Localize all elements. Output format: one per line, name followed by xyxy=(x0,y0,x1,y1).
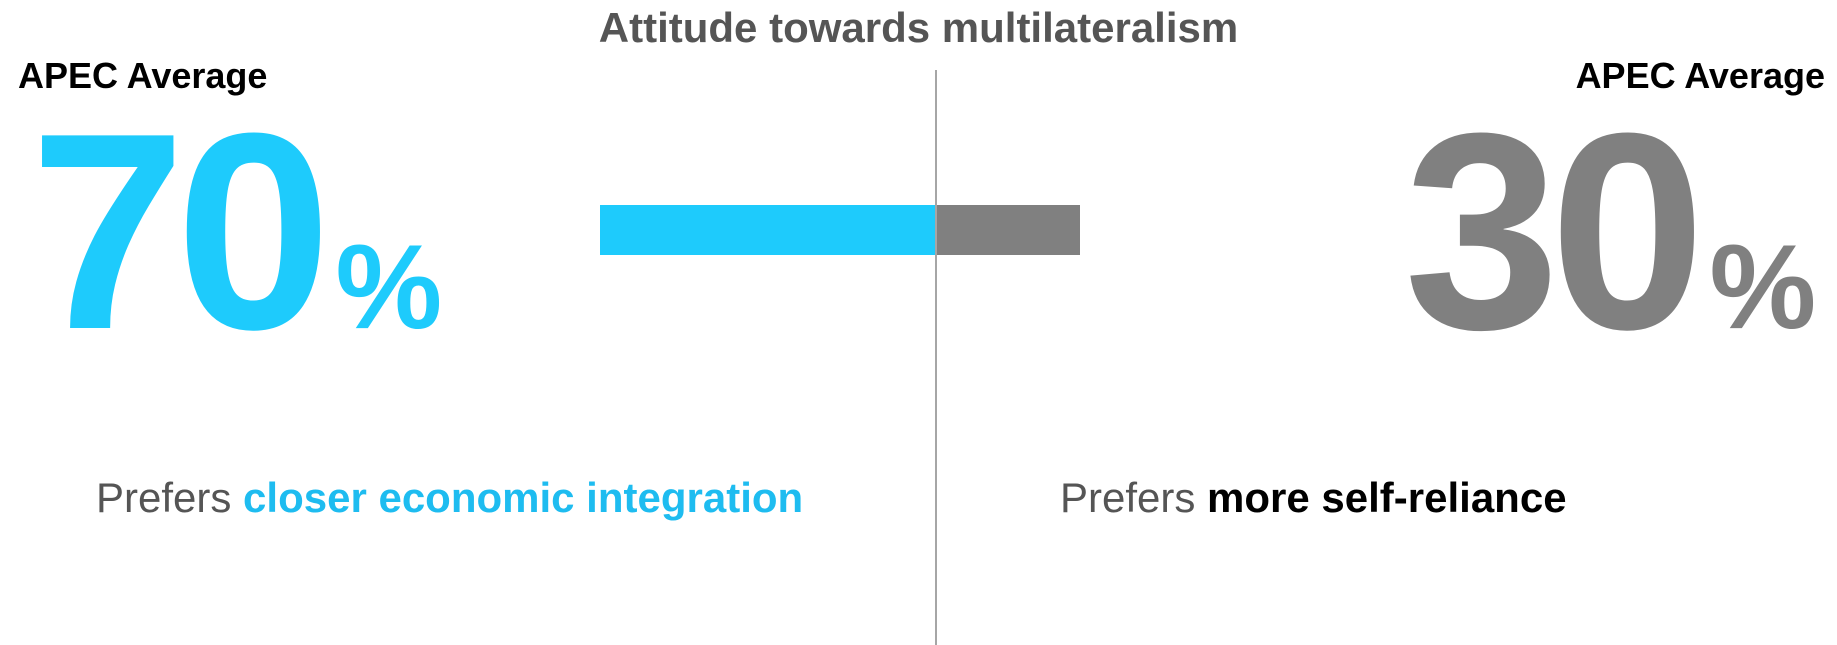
center-divider xyxy=(935,70,937,645)
left-percent-sign: % xyxy=(335,220,443,354)
bar-closer-economic-integration xyxy=(600,205,936,255)
right-preference-emphasis: more self-reliance xyxy=(1207,474,1567,521)
left-preference-lead: Prefers xyxy=(96,474,244,521)
left-percentage: 70% xyxy=(30,92,442,372)
bar-more-self-reliance xyxy=(936,205,1080,255)
right-group-label: APEC Average xyxy=(1575,55,1825,96)
left-preference-emphasis: closer economic integration xyxy=(243,474,804,521)
right-percentage: 30% xyxy=(1404,92,1816,372)
left-preference-text: Prefers closer economic integration xyxy=(96,474,803,522)
left-group-label: APEC Average xyxy=(18,55,268,96)
right-preference-lead: Prefers xyxy=(1060,474,1208,521)
left-percentage-number: 70 xyxy=(30,76,331,388)
chart-title: Attitude towards multilateralism xyxy=(598,4,1239,51)
right-percent-sign: % xyxy=(1709,220,1817,354)
right-percentage-number: 30 xyxy=(1404,76,1705,388)
right-preference-text: Prefers more self-reliance xyxy=(1060,474,1567,522)
